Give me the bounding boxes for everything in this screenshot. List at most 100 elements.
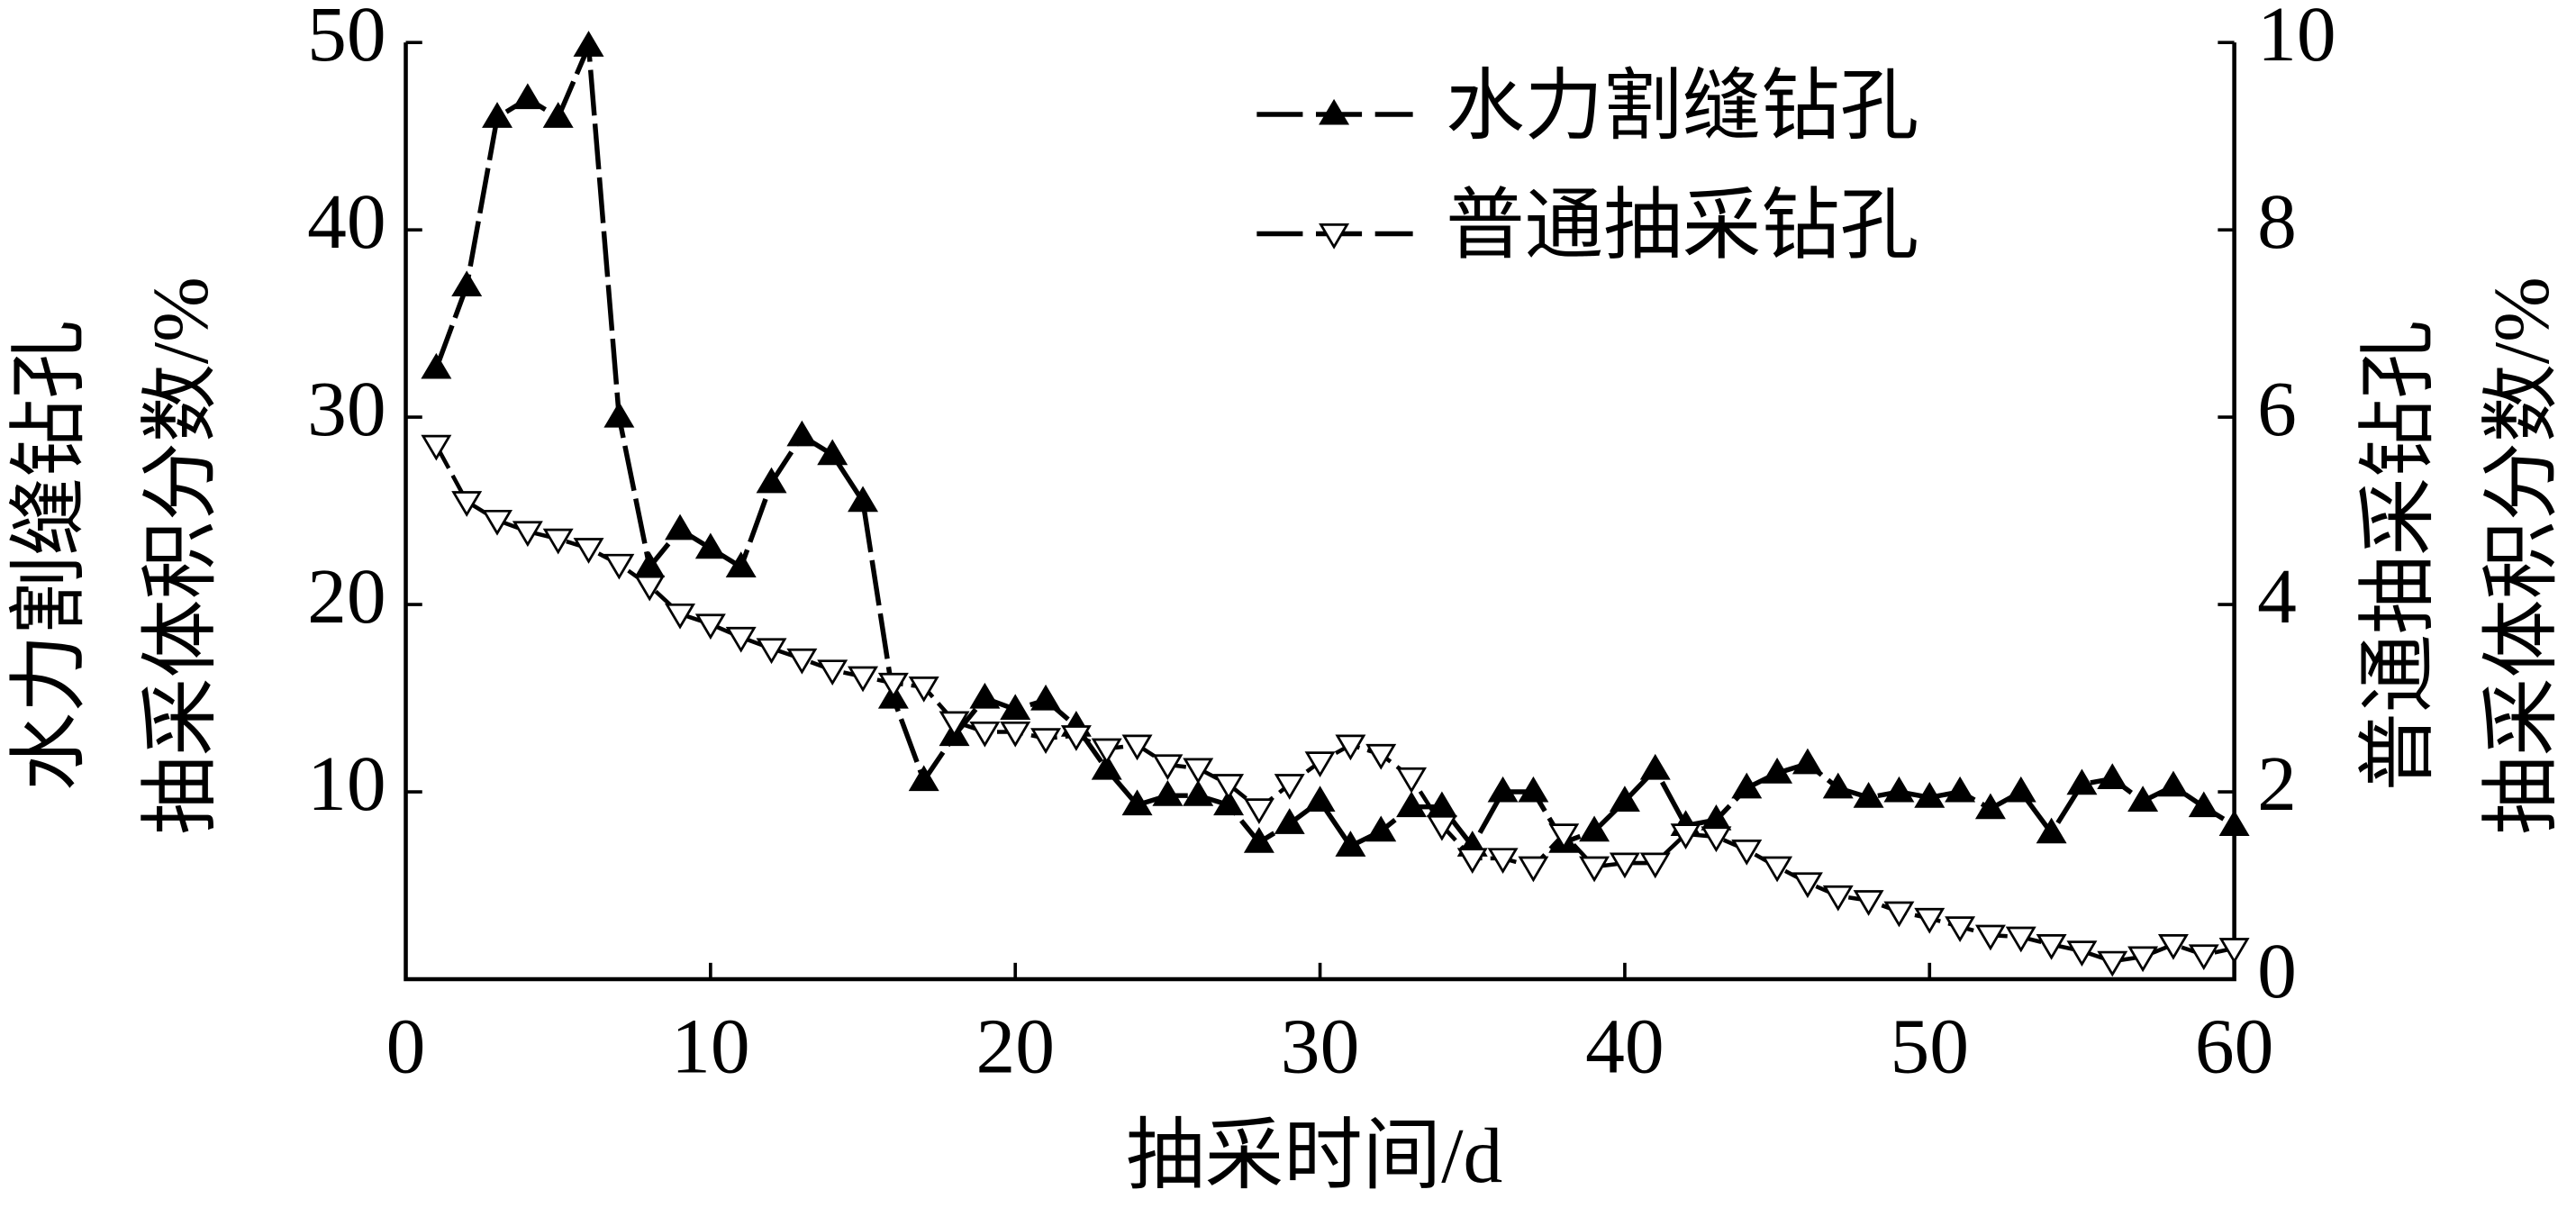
data-point [573, 31, 604, 57]
y-axis-label: 抽采体积分数/% [137, 277, 224, 834]
data-point [512, 521, 543, 548]
data-point [786, 648, 818, 675]
data-point [848, 486, 879, 513]
data-point [725, 551, 757, 577]
data-point [1213, 774, 1245, 800]
data-point [451, 491, 483, 517]
x-tick-label: 60 [2195, 1003, 2274, 1090]
data-point [1335, 831, 1366, 857]
data-point [1974, 793, 2006, 820]
data-point [1701, 826, 1732, 853]
data-point [969, 682, 1001, 709]
y2-tick-label: 10 [2257, 0, 2336, 77]
data-point [725, 626, 757, 653]
data-point [1731, 772, 1763, 799]
data-point [2005, 776, 2036, 803]
data-point [1853, 890, 1884, 916]
data-point [1883, 901, 1915, 928]
data-point [1030, 684, 1062, 711]
y2-tick-label: 2 [2257, 740, 2297, 827]
y-tick-label: 40 [307, 177, 386, 265]
y-tick-label: 20 [307, 552, 386, 640]
data-point [634, 575, 666, 602]
y2-axis-label: 普通抽采钻孔 [2354, 321, 2442, 792]
data-point [1121, 789, 1153, 816]
y-axis-label: 水力割缝钻孔 [5, 321, 93, 792]
series-line [434, 444, 2236, 964]
y-tick-label: 50 [307, 0, 386, 77]
data-point [512, 83, 543, 110]
x-axis-label: 抽采时间/d [1126, 1112, 1502, 1199]
x-tick-label: 20 [975, 1003, 1055, 1090]
x-tick-label: 40 [1585, 1003, 1664, 1090]
axes-frame [404, 42, 2236, 982]
data-point [756, 638, 787, 665]
data-point [2218, 938, 2250, 964]
data-point [1000, 694, 1031, 721]
data-point [2157, 770, 2189, 797]
data-point [2127, 786, 2159, 812]
data-point [908, 677, 939, 703]
data-point [877, 672, 909, 699]
data-point [2127, 946, 2159, 973]
y-tick-label: 10 [307, 740, 386, 827]
data-point [817, 659, 848, 686]
data-point [2188, 944, 2219, 971]
data-point [1274, 808, 1305, 834]
data-point [848, 666, 879, 693]
data-point [2218, 810, 2250, 836]
data-point [1762, 856, 1793, 883]
series-line [433, 45, 2236, 851]
data-point [1639, 753, 1671, 780]
data-point [756, 467, 787, 494]
data-point [482, 102, 513, 128]
data-point [421, 352, 452, 379]
data-point [1365, 815, 1397, 842]
data-point [1000, 721, 1031, 748]
data-point [1396, 767, 1428, 794]
data-point [1060, 725, 1092, 751]
data-point [2036, 817, 2067, 844]
x-tick-label: 10 [671, 1003, 750, 1090]
data-point [665, 603, 696, 630]
data-point [1304, 786, 1336, 812]
data-point [1548, 823, 1580, 850]
data-point [665, 513, 696, 540]
data-point [1639, 852, 1671, 879]
data-point [2005, 926, 2036, 953]
data-point [1487, 776, 1519, 803]
data-point [542, 102, 574, 128]
data-point [1914, 907, 1946, 934]
y2-tick-label: 8 [2257, 177, 2297, 265]
data-point [1518, 776, 1549, 803]
y2-tick-label: 4 [2257, 552, 2297, 640]
data-point [1396, 791, 1428, 818]
x-tick-label: 30 [1281, 1003, 1360, 1090]
data-point [1609, 852, 1640, 879]
data-point [969, 721, 1001, 748]
data-point [1945, 916, 1976, 942]
data-point [1183, 758, 1214, 785]
data-point [451, 270, 483, 297]
data-point [1304, 751, 1336, 777]
legend-marker [1319, 222, 1350, 250]
y2-tick-label: 6 [2257, 365, 2297, 452]
data-point [1822, 772, 1854, 799]
data-point [1791, 872, 1823, 899]
data-point [939, 711, 970, 738]
data-point [1091, 753, 1122, 780]
data-point [1487, 848, 1519, 875]
y-tick-label: 30 [307, 365, 386, 452]
data-point [786, 420, 818, 447]
data-point [1274, 774, 1305, 800]
data-point [2036, 933, 2067, 960]
data-point [1365, 743, 1397, 770]
data-point [2188, 791, 2219, 818]
data-point [1183, 779, 1214, 806]
data-point [1670, 823, 1701, 850]
data-point [1822, 885, 1854, 912]
data-point [1152, 779, 1184, 806]
data-point [2097, 763, 2128, 789]
data-point [603, 401, 635, 428]
data-point [421, 434, 452, 461]
